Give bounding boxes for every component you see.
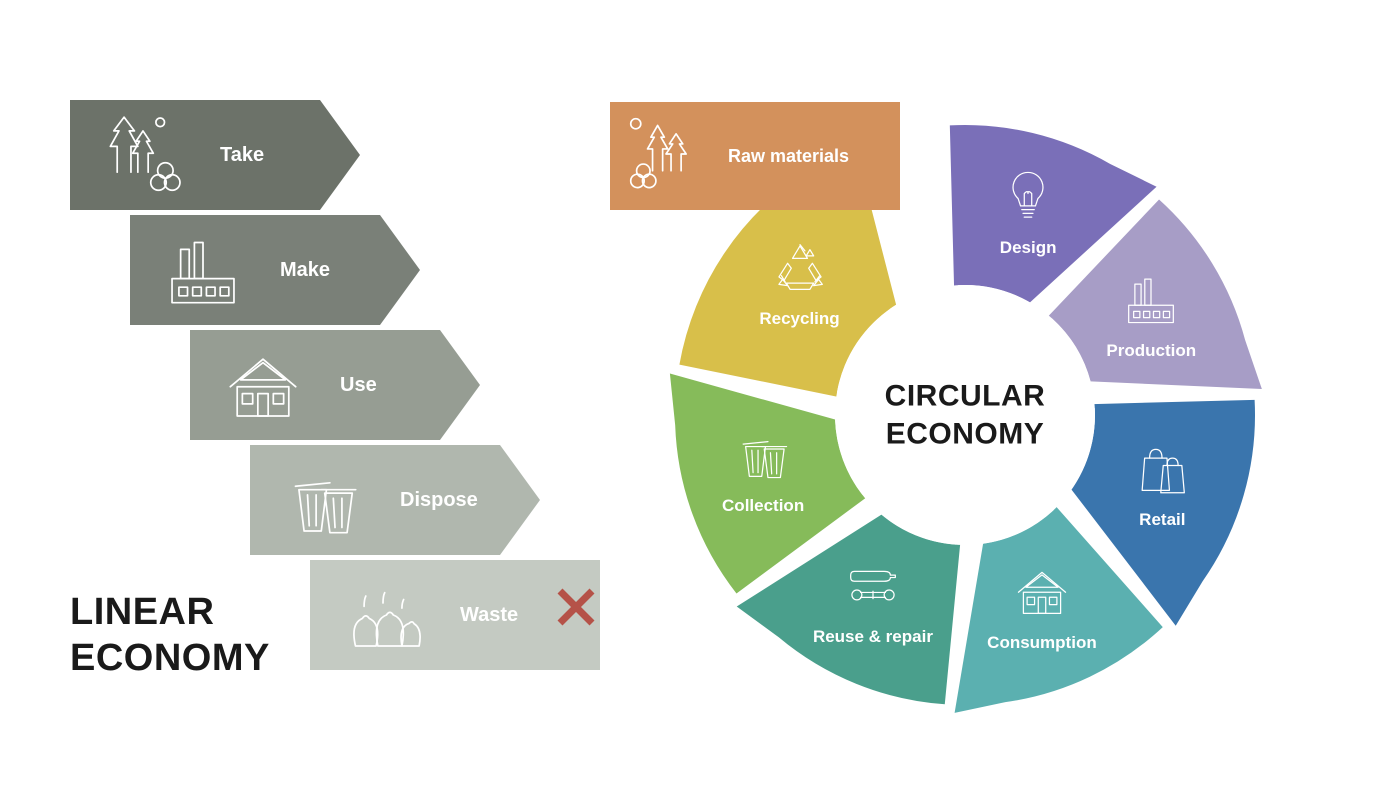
trees-logs-icon (88, 112, 198, 198)
linear-step-label: Use (340, 374, 377, 397)
circular-title-line2: ECONOMY (886, 417, 1045, 450)
linear-step-dispose: Dispose (250, 445, 540, 555)
segment-content-design: Design (963, 165, 1093, 258)
bins-icon (268, 457, 378, 543)
segment-content-production: Production (1086, 268, 1216, 361)
segment-label: Design (1000, 238, 1057, 258)
circular-economy-title: CIRCULAR ECONOMY (885, 378, 1046, 453)
tools-icon (842, 554, 904, 621)
linear-step-label: Dispose (400, 489, 478, 512)
factory-icon (1120, 268, 1182, 335)
linear-step-label: Waste (460, 604, 518, 627)
raw-materials-label: Raw materials (728, 146, 849, 167)
segment-content-recycling: Recycling (735, 236, 865, 329)
waste-x-icon (554, 585, 598, 640)
house-icon (208, 342, 318, 428)
linear-title-line1: LINEAR (70, 591, 214, 633)
linear-step-use: Use (190, 330, 480, 440)
house-icon (1011, 560, 1073, 627)
linear-step-label: Make (280, 259, 330, 282)
segment-content-consumption: Consumption (977, 560, 1107, 653)
segment-label: Reuse & repair (813, 627, 933, 647)
linear-step-label: Take (220, 144, 264, 167)
linear-step-take: Take (70, 100, 360, 210)
segment-label: Collection (722, 496, 804, 516)
bins-icon (732, 423, 794, 490)
shopping-bags-icon (1131, 437, 1193, 504)
segment-content-retail: Retail (1097, 437, 1227, 530)
circular-title-line1: CIRCULAR (885, 380, 1046, 413)
raw-materials-tab: Raw materials (610, 102, 900, 210)
segment-label: Recycling (759, 309, 839, 329)
segment-content-reuse-repair: Reuse & repair (808, 554, 938, 647)
segment-content-collection: Collection (698, 423, 828, 516)
segment-label: Production (1106, 341, 1196, 361)
lightbulb-icon (997, 165, 1059, 232)
trees-logs-drop-icon (624, 112, 708, 201)
recycle-icon (769, 236, 831, 303)
linear-economy-title: LINEAR ECONOMY (70, 590, 270, 681)
segment-label: Retail (1139, 510, 1185, 530)
factory-icon (148, 227, 258, 313)
segment-label: Consumption (987, 633, 1097, 653)
linear-step-make: Make (130, 215, 420, 325)
trash-bags-icon (328, 572, 438, 658)
linear-title-line2: ECONOMY (70, 637, 270, 679)
circular-economy-section: Raw materials Design Production (640, 90, 1290, 740)
